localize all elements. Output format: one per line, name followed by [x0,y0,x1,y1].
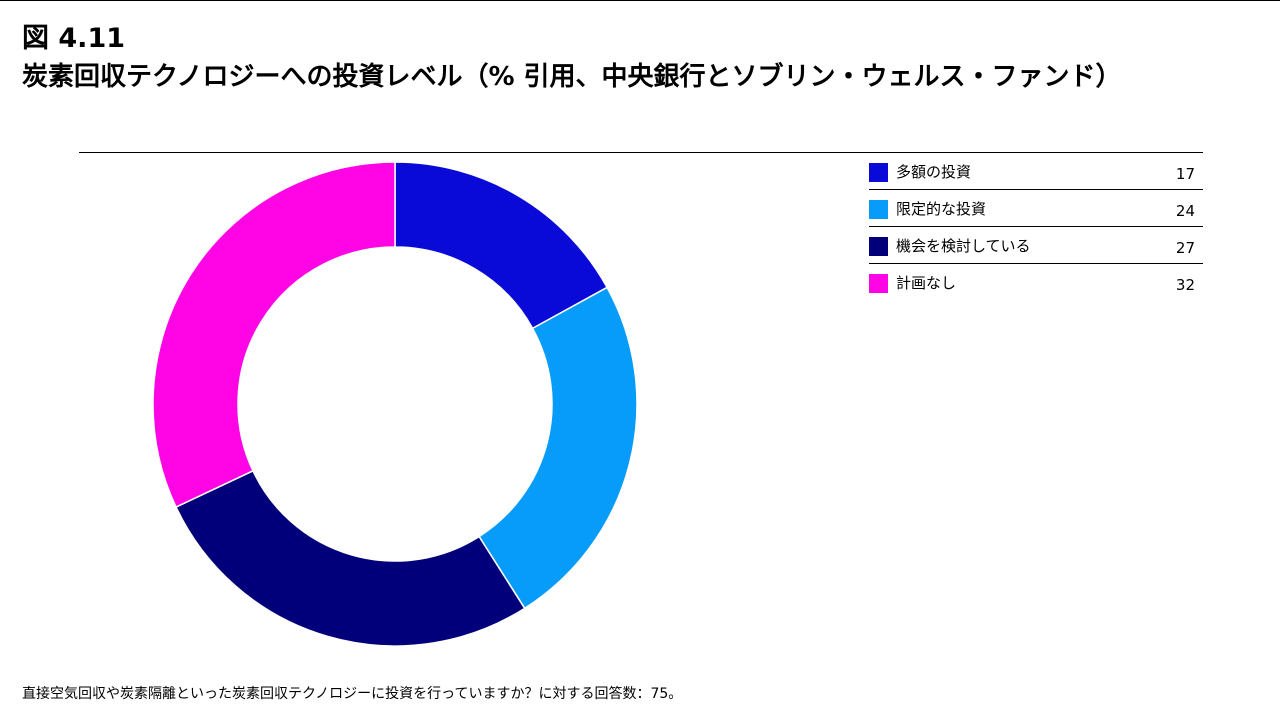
legend-swatch [869,274,888,293]
legend-value: 32 [1175,276,1195,294]
legend-label: 多額の投資 [896,163,972,181]
chart-top-rule [79,152,1203,153]
legend-value: 17 [1175,165,1195,183]
legend-value: 27 [1175,239,1195,257]
legend-value: 24 [1175,202,1195,220]
top-rule [0,0,1280,1]
legend-label: 機会を検討している [896,237,1031,255]
donut-slice [175,469,526,647]
legend-item: 多額の投資 17 [869,153,1203,190]
legend-item: 限定的な投資 24 [869,190,1203,227]
legend-swatch [869,237,888,256]
donut-slice [152,161,396,509]
donut-slice [394,161,609,330]
legend-item: 計画なし 32 [869,264,1203,300]
footnote: 直接空気回収や炭素隔離といった炭素回収テクノロジーに投資を行っていますか？に対す… [22,686,683,702]
figure-title: 炭素回収テクノロジーへの投資レベル（% 引用、中央銀行とソブリン・ウェルス・ファ… [22,62,1122,92]
legend-label: 計画なし [896,274,957,292]
legend-swatch [869,200,888,219]
legend-item: 機会を検討している 27 [869,227,1203,264]
legend: 多額の投資 17 限定的な投資 24 機会を検討している 27 計画なし 32 [869,153,1203,300]
figure-number: 図 4.11 [22,23,126,54]
legend-swatch [869,163,888,182]
donut-slice [478,286,638,610]
legend-label: 限定的な投資 [896,200,987,218]
